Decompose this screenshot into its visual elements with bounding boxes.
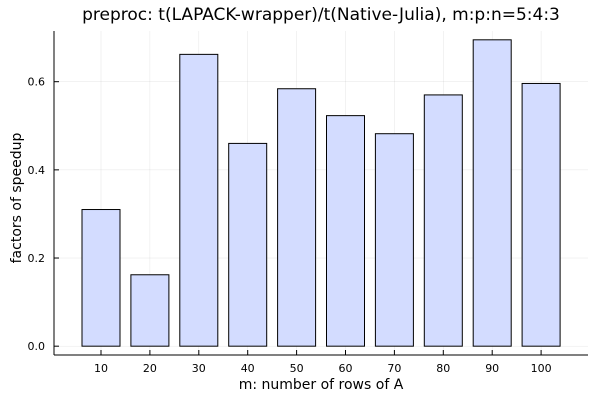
x-tick-label: 30 [192,362,206,375]
bar-60 [326,115,365,347]
bar-10 [81,209,121,347]
axes [53,31,588,356]
y-tick-label: 0.4 [28,164,46,177]
bars [81,39,561,347]
y-axis-label: factors of speedup [9,133,25,264]
x-tick-label: 90 [485,362,499,375]
bar-40 [228,142,268,347]
chart-title: preproc: t(LAPACK-wrapper)/t(Native-Juli… [82,5,560,25]
x-tick-label: 10 [94,362,108,375]
bar-90 [472,39,512,347]
x-tick-label: 80 [436,362,450,375]
y-tick-label: 0.2 [28,252,46,265]
x-tick-label: 40 [241,362,255,375]
x-tick-label: 50 [290,362,304,375]
y-tick-label: 0.6 [28,76,46,89]
x-tick-label: 70 [387,362,401,375]
bar-20 [130,274,170,347]
x-tick-label: 20 [143,362,157,375]
x-ticks: 10 20 30 40 50 60 70 80 90 100 [94,350,552,375]
bar-100 [521,82,561,347]
bar-30 [179,53,219,347]
x-tick-label: 100 [531,362,552,375]
bar-50 [277,88,317,347]
y-ticks: 0.0 0.2 0.4 0.6 [28,76,59,353]
x-axis-label: m: number of rows of A [239,377,404,393]
bar-70 [374,133,414,347]
bar-80 [423,94,463,347]
x-tick-label: 60 [339,362,353,375]
y-tick-label: 0.0 [28,340,46,353]
